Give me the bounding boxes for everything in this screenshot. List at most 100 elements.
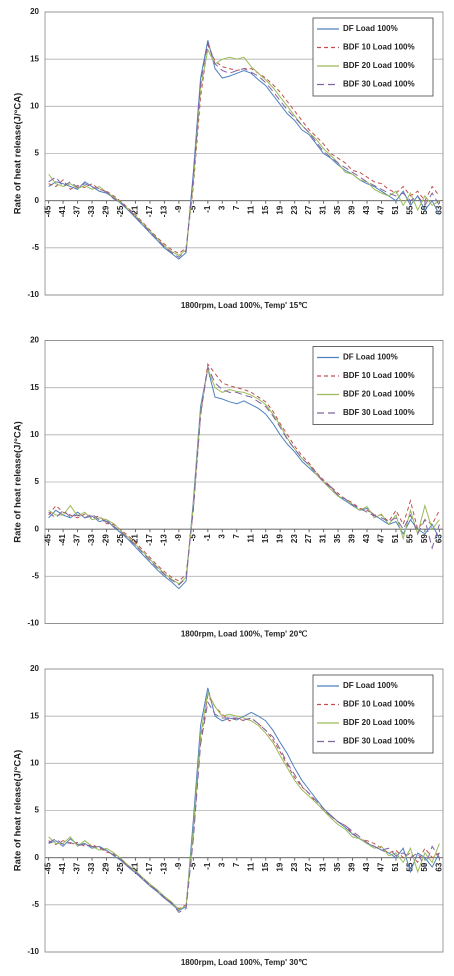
legend-label: BDF 10 Load 100%	[343, 371, 415, 380]
x-tick-label: -13	[160, 205, 169, 217]
series-line	[48, 366, 440, 585]
legend-label: BDF 20 Load 100%	[343, 390, 415, 399]
x-tick-label: 35	[333, 205, 342, 214]
x-tick-label: 63	[434, 862, 443, 871]
y-tick-label: -5	[32, 243, 40, 252]
y-tick-label: 20	[30, 7, 39, 16]
series-line	[48, 691, 440, 911]
x-tick-label: 39	[348, 862, 357, 871]
x-tick-label: -5	[188, 862, 197, 870]
x-tick-label: -41	[58, 205, 67, 217]
x-axis-title: 1800rpm, Load 100%, Temp' 30℃	[181, 958, 307, 967]
y-axis-title: Rate of heat release(J/°CA)	[13, 750, 24, 872]
legend-label: BDF 20 Load 100%	[343, 61, 415, 70]
x-tick-label: 35	[333, 534, 342, 543]
x-tick-label: -25	[116, 862, 125, 874]
legend-label: BDF 10 Load 100%	[343, 43, 415, 52]
x-tick-label: -33	[87, 862, 96, 874]
x-tick-label: -17	[145, 205, 154, 217]
x-tick-label: -9	[174, 862, 183, 870]
x-tick-label: -5	[188, 534, 197, 542]
x-tick-label: 27	[304, 862, 313, 871]
y-axis-title: Rate of heat release(J/°CA)	[13, 93, 24, 215]
y-tick-label: -10	[27, 619, 39, 628]
x-tick-label: -1	[203, 534, 212, 542]
x-tick-label: -21	[131, 205, 140, 217]
series-line	[48, 694, 440, 910]
x-tick-label: 39	[348, 534, 357, 543]
x-tick-label: -37	[73, 534, 82, 546]
x-tick-label: 23	[290, 534, 299, 543]
x-tick-label: 55	[406, 862, 415, 871]
y-tick-label: -10	[27, 947, 39, 956]
plot-border	[44, 668, 444, 953]
y-tick-label: 5	[35, 149, 40, 158]
x-tick-label: -13	[160, 534, 169, 546]
x-tick-label: 19	[275, 205, 284, 214]
x-tick-label: -13	[160, 862, 169, 874]
x-tick-label: 55	[406, 205, 415, 214]
y-tick-label: 20	[30, 664, 39, 673]
legend-label: BDF 30 Load 100%	[343, 408, 415, 417]
series-line	[48, 362, 440, 582]
x-tick-label: -9	[174, 205, 183, 213]
x-tick-label: -17	[145, 534, 154, 546]
x-tick-label: -33	[87, 534, 96, 546]
y-tick-label: 15	[30, 711, 39, 720]
y-tick-label: 5	[35, 477, 40, 486]
x-tick-label: -37	[73, 205, 82, 217]
x-tick-label: 23	[290, 862, 299, 871]
legend-box	[312, 346, 434, 425]
x-tick-label: 3	[217, 205, 226, 210]
y-tick-label: 10	[30, 430, 39, 439]
x-tick-label: -1	[203, 205, 212, 213]
x-tick-label: 63	[434, 205, 443, 214]
legend-label: DF Load 100%	[343, 681, 398, 690]
x-tick-label: 51	[391, 205, 400, 214]
x-tick-label: 35	[333, 862, 342, 871]
x-tick-label: -9	[174, 534, 183, 542]
x-tick-label: -41	[58, 862, 67, 874]
series-line	[48, 365, 440, 586]
legend-label: DF Load 100%	[343, 353, 398, 362]
x-tick-label: 15	[261, 534, 270, 543]
series-line	[48, 40, 440, 260]
x-tick-label: 55	[406, 534, 415, 543]
x-tick-label: 11	[246, 205, 255, 214]
y-tick-label: 15	[30, 383, 39, 392]
x-tick-label: 27	[304, 534, 313, 543]
x-tick-label: 7	[232, 862, 241, 867]
x-tick-label: 19	[275, 862, 284, 871]
x-tick-label: 3	[217, 534, 226, 539]
y-axis-title: Rate of heat release(J/°CA)	[13, 421, 24, 543]
x-tick-label: -29	[102, 534, 111, 546]
x-tick-label: 51	[391, 534, 400, 543]
x-tick-label: -1	[203, 862, 212, 870]
y-tick-label: 0	[35, 196, 40, 205]
x-tick-label: -45	[44, 862, 53, 874]
x-tick-label: 47	[377, 862, 386, 871]
x-tick-label: 15	[261, 862, 270, 871]
x-tick-label: 3	[217, 862, 226, 867]
y-tick-label: 10	[30, 758, 39, 767]
x-tick-label: 7	[232, 534, 241, 539]
x-tick-label: 43	[362, 534, 371, 543]
legend-label: BDF 20 Load 100%	[343, 718, 415, 727]
y-tick-label: 20	[30, 336, 39, 345]
x-tick-label: 19	[275, 534, 284, 543]
legend-label: BDF 30 Load 100%	[343, 737, 415, 746]
x-tick-label: 7	[232, 205, 241, 210]
legend-box	[312, 17, 434, 97]
legend-label: BDF 10 Load 100%	[343, 700, 415, 709]
y-tick-label: 0	[35, 524, 40, 533]
x-tick-label: 47	[377, 205, 386, 214]
x-tick-label: 47	[377, 534, 386, 543]
y-tick-label: -10	[27, 290, 39, 299]
legend-label: DF Load 100%	[343, 24, 398, 33]
x-tick-label: 11	[246, 862, 255, 871]
y-tick-label: 5	[35, 806, 40, 815]
x-tick-label: 59	[420, 534, 429, 543]
